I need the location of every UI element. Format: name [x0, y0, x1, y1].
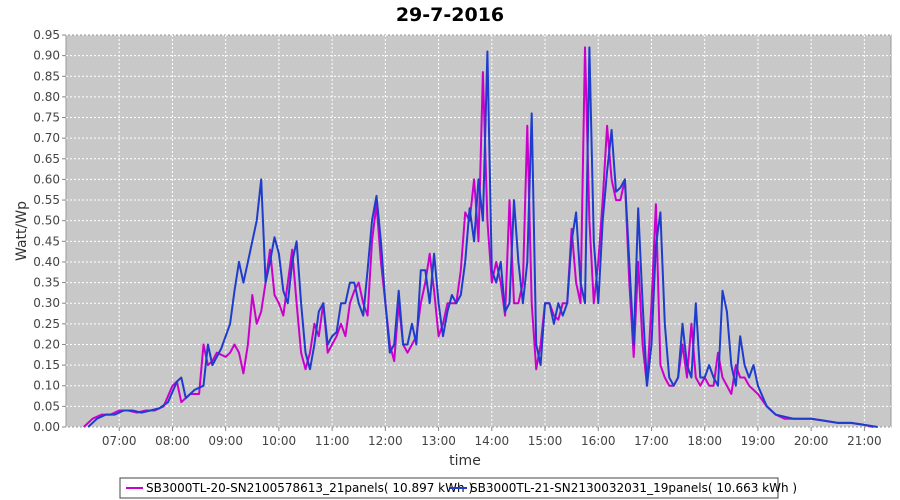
y-tick-label: 0.60 — [33, 172, 60, 186]
x-tick-label: 12:00 — [368, 434, 403, 448]
x-tick-label: 13:00 — [421, 434, 456, 448]
y-tick-label: 0.15 — [33, 358, 60, 372]
legend-label-series-2: SB3000TL-21-SN2130032031_19panels( 10.66… — [470, 481, 797, 495]
legend-box — [119, 477, 779, 499]
y-axis-ticks: 0.00 0.05 0.10 0.15 0.20 0.25 0.30 0.35 0.40 0.45… — [33, 28, 66, 434]
y-tick-label: 0.70 — [33, 131, 60, 145]
y-tick-label: 0.20 — [33, 337, 60, 351]
y-axis-label: Watt/Wp — [14, 201, 30, 261]
x-tick-label: 14:00 — [475, 434, 510, 448]
y-tick-label: 0.00 — [33, 420, 60, 434]
y-tick-label: 0.35 — [33, 276, 60, 290]
x-tick-label: 16:00 — [581, 434, 616, 448]
y-tick-label: 0.75 — [33, 111, 60, 125]
y-tick-label: 0.55 — [33, 193, 60, 207]
series-line-2 — [87, 46, 878, 428]
y-tick-label: 0.80 — [33, 90, 60, 104]
y-tick-label: 0.45 — [33, 234, 60, 248]
y-tick-label: 0.10 — [33, 379, 60, 393]
x-tick-label: 08:00 — [155, 434, 190, 448]
y-tick-label: 0.65 — [33, 152, 60, 166]
y-tick-label: 0.90 — [33, 49, 60, 63]
y-tick-label: 0.85 — [33, 69, 60, 83]
x-tick-label: 21:00 — [847, 434, 882, 448]
x-tick-label: 10:00 — [262, 434, 297, 448]
chart-title: 29-7-2016 — [396, 4, 504, 26]
y-tick-label: 0.05 — [33, 399, 60, 413]
y-tick-label: 0.25 — [33, 317, 60, 331]
series-line-1 — [83, 46, 874, 428]
y-tick-label: 0.40 — [33, 255, 60, 269]
legend-label-series-1: SB3000TL-20-SN2100578613_21panels( 10.89… — [146, 481, 473, 495]
legend: SB3000TL-20-SN2100578613_21panels( 10.89… — [119, 477, 797, 499]
x-axis-ticks: 07:00 08:00 09:00 10:00 11:00 12:00 13:00 14:00… — [102, 427, 882, 448]
x-tick-label: 18:00 — [687, 434, 722, 448]
y-tick-label: 0.30 — [33, 296, 60, 310]
x-tick-label: 20:00 — [794, 434, 829, 448]
y-tick-label: 0.95 — [33, 28, 60, 42]
x-tick-label: 07:00 — [102, 434, 137, 448]
series-lines — [83, 46, 878, 428]
x-tick-label: 11:00 — [315, 434, 350, 448]
x-tick-label: 09:00 — [208, 434, 243, 448]
x-tick-label: 17:00 — [634, 434, 669, 448]
x-tick-label: 19:00 — [741, 434, 776, 448]
y-tick-label: 0.50 — [33, 214, 60, 228]
x-tick-label: 15:00 — [528, 434, 563, 448]
x-axis-label: time — [449, 453, 481, 469]
